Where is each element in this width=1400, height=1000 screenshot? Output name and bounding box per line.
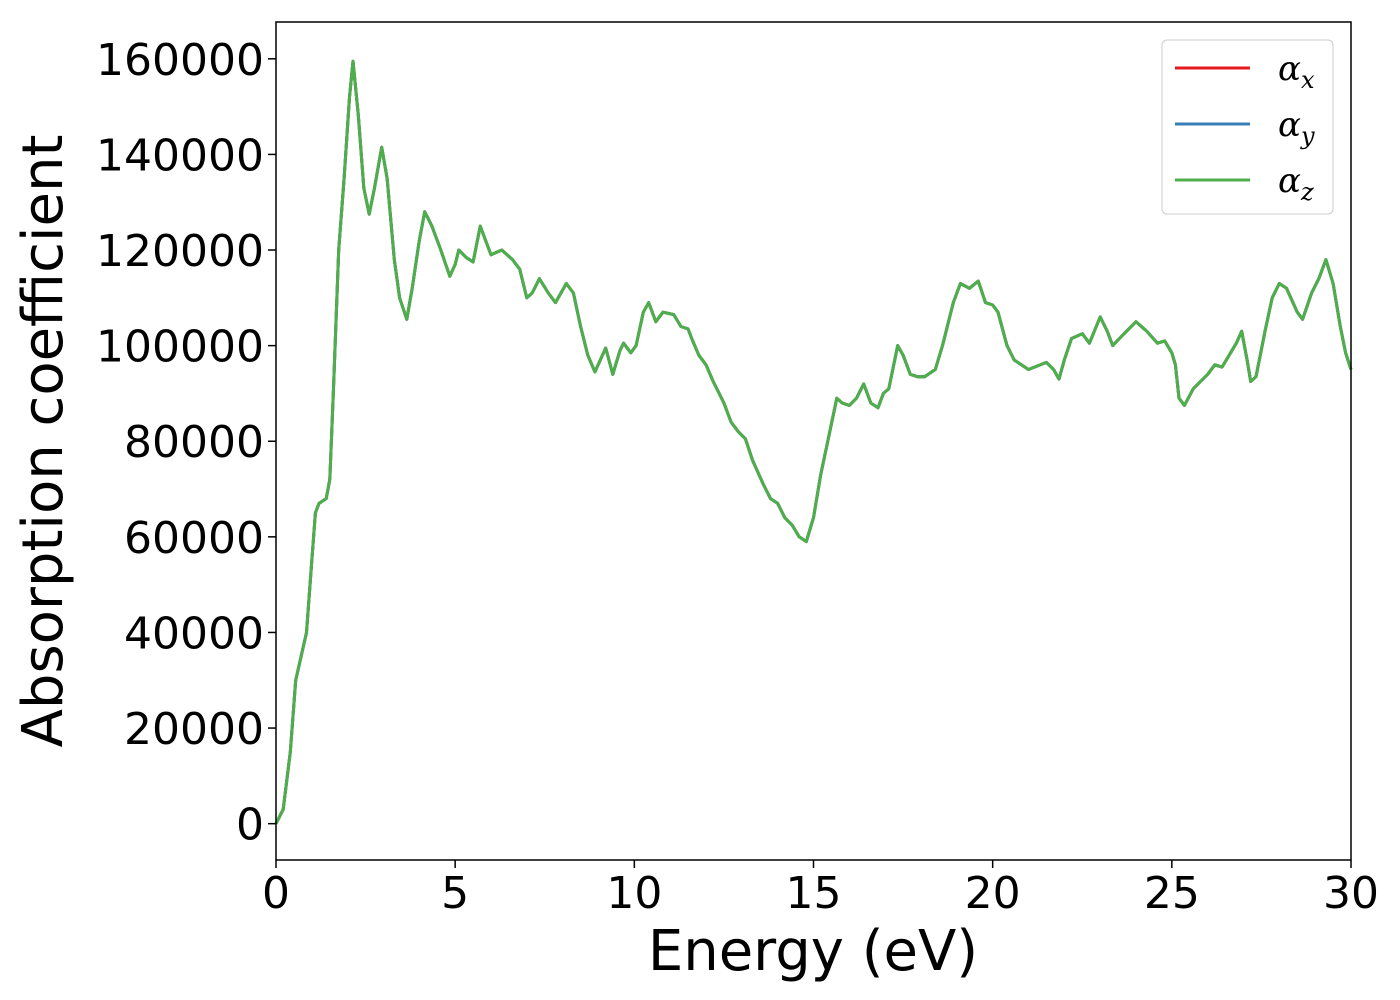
y-tick-label: 120000	[96, 226, 264, 277]
legend-label: αx	[1278, 49, 1315, 94]
x-tick-label: 30	[1323, 868, 1379, 919]
x-axis-label: Energy (eV)	[648, 919, 978, 984]
x-tick-label: 10	[606, 868, 662, 919]
y-tick-label: 20000	[124, 704, 264, 755]
y-tick-label: 100000	[96, 322, 264, 373]
plot-frame	[275, 21, 1352, 861]
x-tick-label: 5	[441, 868, 469, 919]
y-tick-label: 40000	[124, 608, 264, 659]
legend-label: αy	[1278, 105, 1315, 150]
y-tick-label: 60000	[124, 513, 264, 564]
legend-box	[1161, 39, 1334, 215]
x-tick-label: 15	[786, 868, 842, 919]
data-line	[274, 59, 1353, 825]
y-axis-label: Absorption coefficient	[11, 135, 76, 748]
x-tick-label: 0	[262, 868, 290, 919]
y-tick-label: 140000	[96, 130, 264, 181]
x-tick-label: 25	[1144, 868, 1200, 919]
x-tick-label: 20	[965, 868, 1021, 919]
y-tick-label: 160000	[96, 35, 264, 86]
legend: αx αy αz	[1161, 39, 1334, 215]
y-tick-label: 80000	[124, 417, 264, 468]
legend-label: αz	[1278, 161, 1314, 206]
y-tick-label: 0	[236, 800, 264, 851]
